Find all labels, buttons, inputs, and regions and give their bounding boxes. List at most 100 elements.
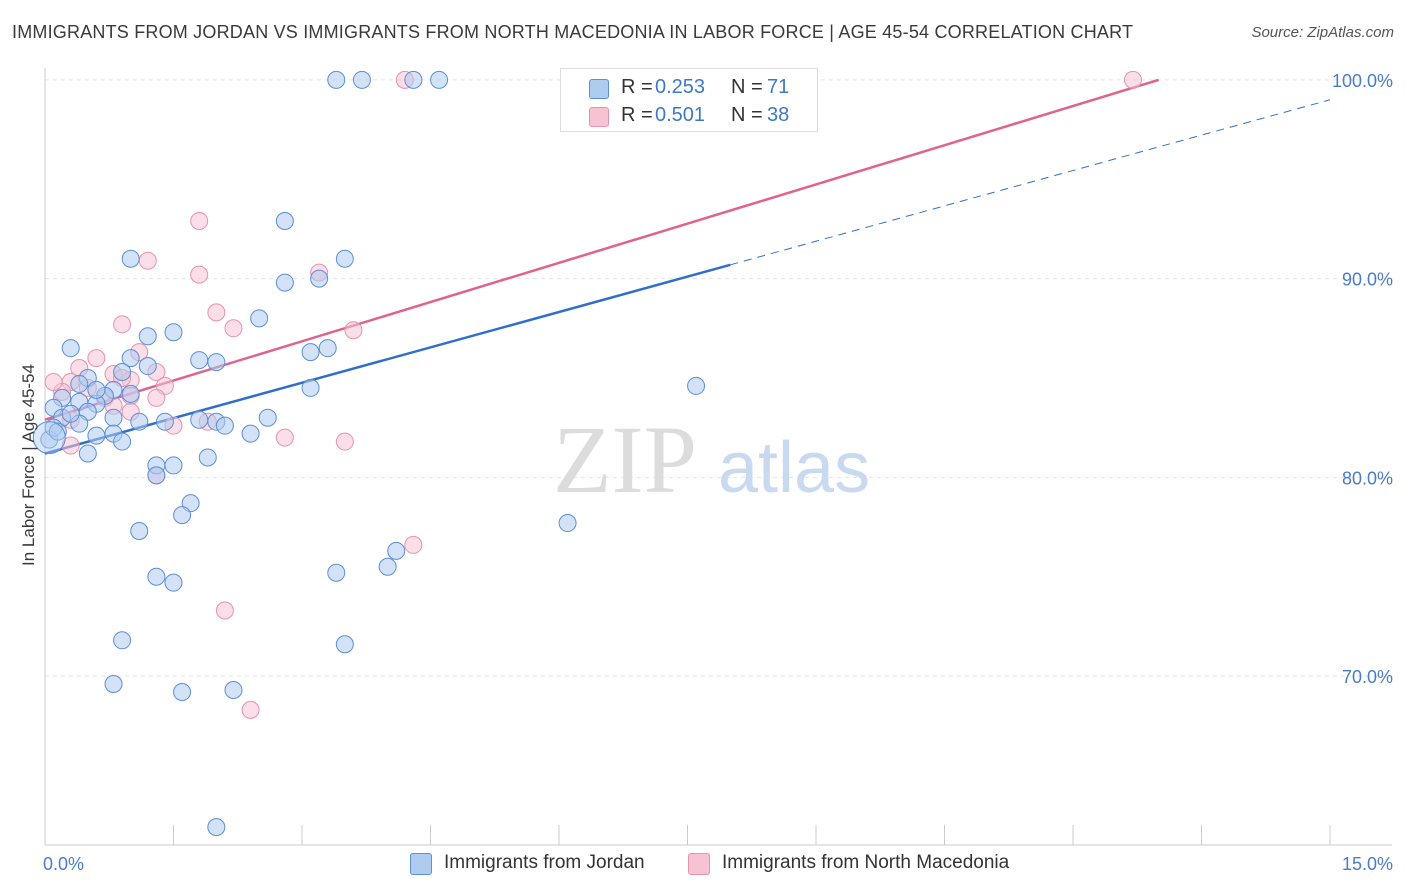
jordan-point — [78, 444, 97, 463]
jordan-point — [190, 351, 209, 370]
jordan-point — [61, 339, 80, 358]
jordan-point — [138, 357, 157, 376]
jordan-point — [113, 363, 132, 382]
jordan-point — [207, 818, 226, 837]
jordan-point — [258, 408, 277, 427]
jordan-point — [113, 432, 132, 451]
macedonia-point — [224, 319, 243, 338]
jordan-legend-swatch — [410, 853, 432, 875]
jordan-point — [87, 426, 106, 445]
y-tick-label: 70.0% — [1342, 667, 1393, 687]
macedonia-n-value: 38 — [767, 104, 790, 126]
y-tick-label: 100.0% — [1332, 71, 1393, 91]
macedonia-point — [207, 303, 226, 322]
jordan-point — [104, 675, 123, 694]
jordan-point — [275, 273, 294, 292]
legend-row-jordan: R = 0.253 N = 71 — [561, 73, 817, 101]
jordan-point — [215, 416, 234, 435]
jordan-point — [113, 631, 132, 650]
jordan-point — [387, 541, 406, 560]
stats-legend: R = 0.253 N = 71 R = 0.501 N = 38 — [560, 68, 818, 132]
jordan-point — [70, 374, 89, 393]
macedonia-point — [404, 535, 423, 554]
macedonia-point — [215, 601, 234, 620]
jordan-point — [241, 424, 260, 443]
jordan-point — [61, 404, 80, 423]
jordan-point — [430, 70, 449, 89]
gridlines — [45, 79, 1392, 677]
jordan-point — [198, 448, 217, 467]
macedonia-swatch — [589, 107, 609, 127]
jordan-point — [147, 466, 166, 485]
macedonia-point — [87, 349, 106, 368]
macedonia-point — [138, 251, 157, 270]
jordan-point — [164, 323, 183, 342]
jordan-point — [173, 506, 192, 525]
jordan-point — [207, 353, 226, 372]
macedonia-n-label: N = — [731, 104, 763, 126]
jordan-point — [687, 376, 706, 395]
regression-lines — [44, 78, 1331, 455]
jordan-point — [327, 70, 346, 89]
jordan-n-label: N = — [731, 76, 763, 98]
jordan-point — [301, 343, 320, 362]
jordan-legend-label: Immigrants from Jordan — [444, 852, 645, 873]
macedonia-r-value: 0.501 — [655, 104, 706, 126]
macedonia-point — [44, 372, 63, 391]
jordan-point — [173, 682, 192, 701]
jordan-point — [378, 557, 397, 576]
macedonia-point — [113, 315, 132, 334]
jordan-point — [275, 211, 294, 230]
macedonia-regression-line — [44, 78, 1160, 421]
jordan-point — [121, 249, 140, 268]
macedonia-point — [275, 428, 294, 447]
jordan-point — [121, 384, 140, 403]
jordan-point — [104, 408, 123, 427]
jordan-point — [224, 680, 243, 699]
tick-labels: 70.0% 80.0% 90.0% 100.0% 0.0% 15.0% — [43, 71, 1393, 874]
jordan-point — [138, 327, 157, 346]
jordan-point — [327, 563, 346, 582]
jordan-point — [130, 412, 149, 431]
jordan-point — [310, 269, 329, 288]
jordan-point — [335, 635, 354, 654]
axes — [44, 68, 1392, 846]
source-label: Source: ZipAtlas.com — [1251, 24, 1394, 41]
data-points — [32, 70, 1142, 837]
jordan-point — [301, 378, 320, 397]
legend-row-macedonia: R = 0.501 N = 38 — [561, 101, 817, 129]
watermark-zip: ZIP — [553, 406, 697, 513]
jordan-r-label: R = — [621, 76, 653, 98]
macedonia-point — [344, 321, 363, 340]
jordan-point — [404, 70, 423, 89]
macedonia-point — [335, 432, 354, 451]
watermark-atlas: atlas — [718, 428, 870, 508]
chart-title: IMMIGRANTS FROM JORDAN VS IMMIGRANTS FRO… — [12, 22, 1134, 42]
macedonia-r-label: R = — [621, 104, 653, 126]
jordan-point-large — [32, 421, 66, 455]
jordan-point — [147, 567, 166, 586]
macedonia-point — [190, 211, 209, 230]
macedonia-legend-swatch — [688, 853, 710, 875]
jordan-swatch — [589, 79, 609, 99]
watermark: ZIP atlas — [553, 406, 870, 513]
jordan-point — [352, 70, 371, 89]
macedonia-point — [61, 436, 80, 455]
jordan-point — [155, 412, 174, 431]
jordan-point — [87, 380, 106, 399]
x-tick-label-max: 15.0% — [1342, 854, 1393, 874]
jordan-point — [130, 522, 149, 540]
y-axis-label: In Labor Force | Age 45-54 — [19, 364, 38, 566]
macedonia-point — [147, 388, 166, 407]
jordan-point — [558, 514, 577, 533]
macedonia-point — [241, 700, 260, 719]
jordan-point — [121, 349, 140, 368]
x-tick-label-min: 0.0% — [43, 854, 84, 874]
jordan-point — [190, 410, 209, 429]
y-tick-label: 90.0% — [1342, 270, 1393, 290]
jordan-point — [335, 249, 354, 268]
jordan-point — [250, 309, 269, 328]
jordan-r-value: 0.253 — [655, 76, 706, 98]
macedonia-point — [1123, 70, 1142, 89]
